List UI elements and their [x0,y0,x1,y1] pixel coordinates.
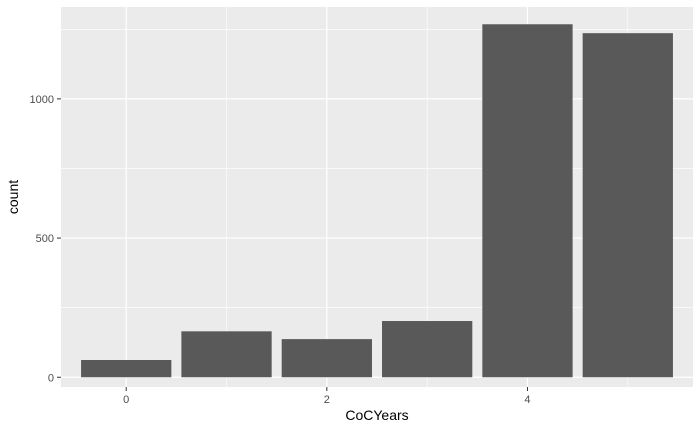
y-tick-label: 0 [48,372,54,384]
y-axis-title: count [5,180,21,214]
x-tick-label: 0 [123,394,129,406]
bar [81,359,172,378]
minor-gridlines [61,7,693,387]
y-axis: 0 500 1000 [30,94,61,384]
x-tick-label: 4 [524,394,530,406]
x-tick-label: 2 [324,394,330,406]
bar [482,24,573,378]
x-axis: 0 2 4 [123,387,531,406]
y-tick-label: 500 [36,233,54,245]
bars [81,24,673,378]
x-axis-title: CoCYears [345,407,408,423]
bar [582,33,673,378]
bar [382,321,473,378]
bar [281,339,372,378]
bar [181,331,272,378]
y-tick-label: 1000 [30,94,54,106]
